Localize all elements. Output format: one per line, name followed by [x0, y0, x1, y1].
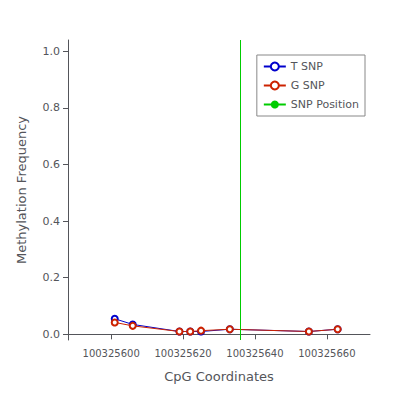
- svg-text:100325640: 100325640: [226, 348, 283, 359]
- svg-text:100325660: 100325660: [298, 348, 355, 359]
- svg-text:0.8: 0.8: [43, 101, 61, 114]
- svg-text:CpG Coordinates: CpG Coordinates: [164, 369, 274, 384]
- svg-text:100325620: 100325620: [154, 348, 211, 359]
- svg-text:0.6: 0.6: [43, 158, 61, 171]
- svg-text:G SNP: G SNP: [291, 79, 325, 92]
- svg-text:1.0: 1.0: [43, 45, 61, 58]
- svg-text:0.2: 0.2: [43, 271, 61, 284]
- svg-text:SNP Position: SNP Position: [291, 98, 359, 111]
- svg-text:0.0: 0.0: [43, 328, 61, 341]
- svg-text:100325600: 100325600: [83, 348, 140, 359]
- svg-text:0.4: 0.4: [43, 215, 61, 228]
- svg-text:Methylation Frequency: Methylation Frequency: [14, 116, 29, 264]
- svg-text:T SNP: T SNP: [290, 60, 323, 73]
